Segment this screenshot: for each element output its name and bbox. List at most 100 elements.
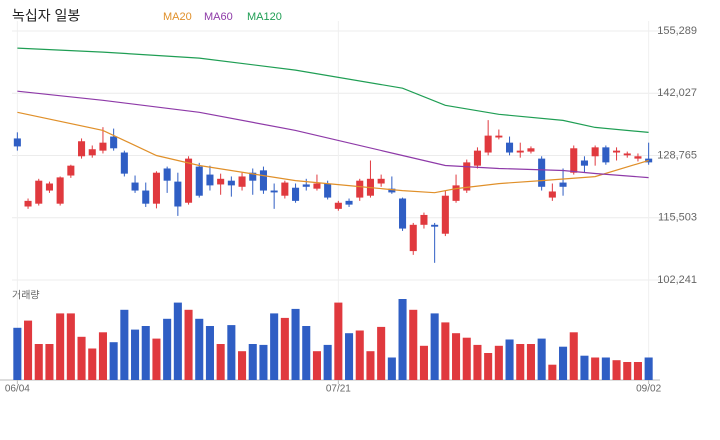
candle-body [78,141,86,157]
volume-bar [270,313,279,380]
candle-body [56,177,64,204]
volume-bar [623,362,632,380]
candle-body [120,152,128,174]
candle-body [13,138,21,147]
volume-bar [280,317,289,380]
volume-bar [24,320,33,380]
volume-bar [56,313,65,380]
candle-body [495,135,503,138]
candle-body [388,188,396,193]
volume-bar [591,357,600,380]
volume-bar [109,342,118,380]
volume-bar [355,330,364,380]
candle-body [548,191,556,198]
candle-body [142,190,150,204]
ma-line [17,90,649,179]
volume-bar [205,326,214,380]
ma-line [17,111,649,194]
volume-bar [548,364,557,380]
candle-body [206,174,214,186]
volume-bar [633,362,642,380]
candle-body [345,200,353,205]
candle-body [473,150,481,166]
volume-bar [291,308,300,380]
candle-body [356,180,364,198]
candle-body [67,165,75,176]
volume-label: 거래량 [12,290,40,302]
candle-body [110,136,118,149]
y-tick-label: 102,241 [657,274,697,286]
candle-body [195,166,203,196]
candle-body [420,214,428,225]
volume-bar [473,344,482,380]
y-tick-label: 142,027 [657,87,697,99]
volume-bar [227,325,236,380]
volume-bar [13,327,22,380]
volume-bar [334,302,343,380]
volume-bar [387,357,396,380]
candle-body [131,182,139,191]
candle-body [409,224,417,252]
candle-body [377,178,385,184]
candle-body [238,176,246,187]
candle-body [281,182,289,196]
volume-bar [505,339,514,380]
volume-bar [601,357,610,380]
volume-bar [120,309,129,380]
volume-bar [173,302,182,380]
x-tick-label: 06/04 [5,384,30,395]
legend-label: MA120 [247,11,282,23]
candle-body [270,190,278,193]
candle-body [613,150,621,153]
legend-label: MA60 [204,11,233,23]
volume-bar [569,332,578,380]
volume-bar [259,344,268,380]
candle-body [431,224,439,227]
candle-body [152,172,160,204]
candle-body [249,172,257,181]
volume-bar [537,338,546,380]
y-tick-label: 128,765 [657,149,697,161]
candle-body [313,183,321,189]
legend-label: MA20 [163,11,192,23]
volume-bar [195,318,204,380]
volume-bar [323,344,332,380]
candle-body [45,183,53,191]
volume-bar [494,345,503,380]
y-tick-label: 115,503 [658,212,697,224]
candle-body [217,178,225,185]
candle-body [399,198,407,229]
volume-bar [238,351,247,380]
candle-body [602,147,610,163]
volume-bar [462,337,471,380]
volume-bar [88,348,97,380]
candle-body [35,180,43,204]
volume-bar [398,299,407,380]
volume-bar [526,344,535,380]
candle-body [185,158,193,203]
volume-bar [45,344,54,380]
volume-bar [366,351,375,380]
candle-body [645,158,653,163]
candle-body [99,142,107,151]
candle-body [88,149,96,156]
volume-bar [430,313,439,380]
candle-body [559,182,567,187]
volume-bar [141,326,150,380]
candle-body [591,147,599,157]
candle-body [452,185,460,201]
candle-body [441,195,449,234]
ma-line [17,47,649,133]
candle-body [484,135,492,153]
y-tick-label: 155,289 [657,25,697,37]
candle-body [302,184,310,187]
candle-body [634,156,642,159]
volume-bar [131,329,140,380]
candle-body [292,187,300,201]
candle-body [463,162,471,191]
volume-bar [163,318,172,380]
candle-body [227,180,235,186]
volume-bar [452,333,461,380]
candle-body [174,181,182,207]
